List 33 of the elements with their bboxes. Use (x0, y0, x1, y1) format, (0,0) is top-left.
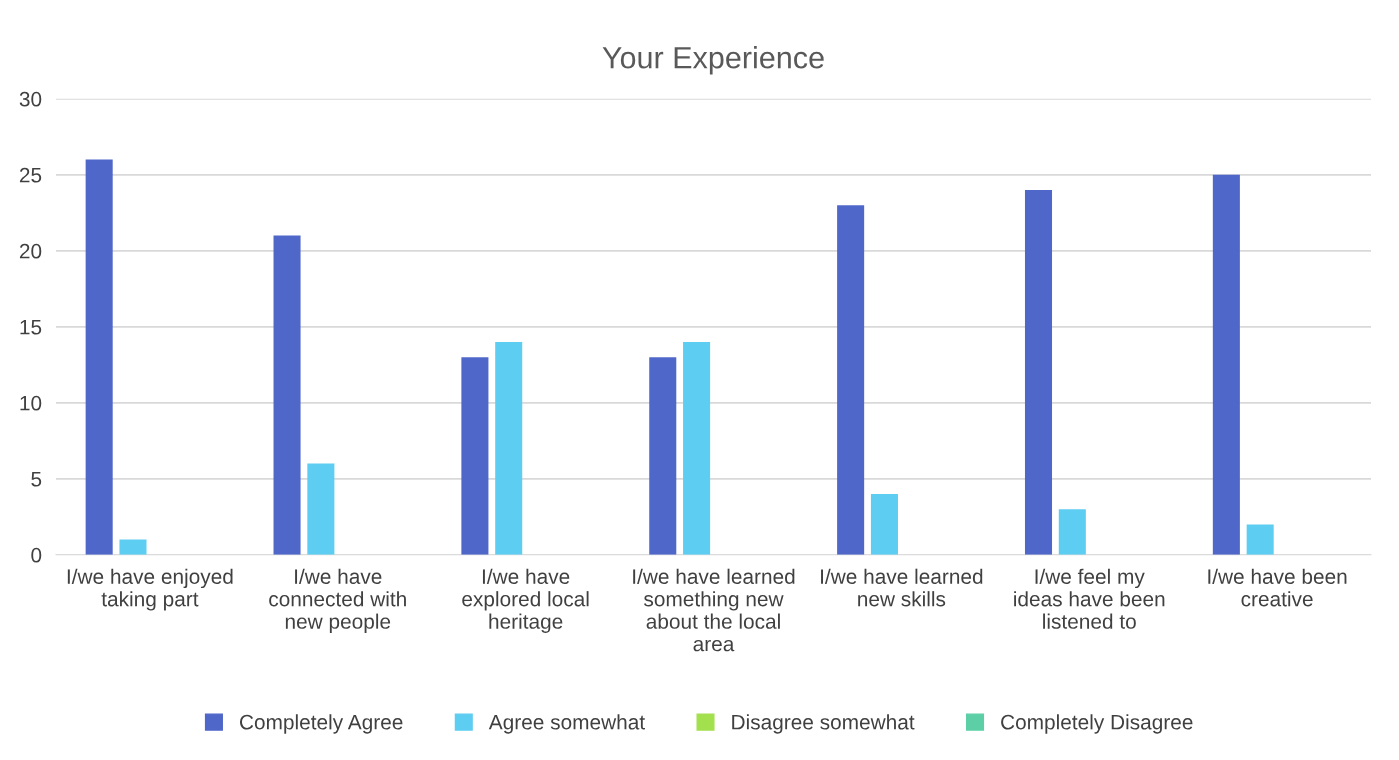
bar (1058, 509, 1086, 555)
x-tick-label: I/we have connected with new people (269, 568, 406, 633)
bar (649, 357, 677, 555)
y-tick-label: 15 (20, 320, 42, 335)
bar (307, 463, 335, 555)
bar (1212, 174, 1240, 555)
y-tick-label: 25 (19, 167, 42, 183)
y-tick-label: 30 (19, 91, 42, 107)
chart-title: Your Experience (602, 46, 824, 75)
bar (85, 159, 113, 555)
bar (273, 235, 301, 555)
y-tick-label: 0 (31, 547, 42, 563)
y-tick-label: 20 (19, 243, 42, 259)
y-tick-label: 10 (20, 395, 42, 411)
bar (495, 342, 523, 555)
bar (837, 205, 865, 555)
y-tick-label: 5 (31, 472, 42, 487)
legend-label: Completely Disagree (1001, 714, 1193, 734)
x-tick-label: I/we have learned new skills (821, 568, 983, 607)
bar (119, 539, 147, 555)
x-tick-label: I/we have learned something new about the local area (633, 568, 795, 652)
bar (1024, 190, 1053, 555)
bar (1246, 524, 1274, 555)
x-tick-label: I/we have enjoyed taking part (67, 568, 233, 611)
bar (461, 357, 489, 555)
x-tick-label: I/we have explored local heritage (462, 568, 589, 633)
x-tick-label: I/we have been creative (1208, 568, 1347, 607)
legend-label: Agree somewhat (488, 714, 645, 734)
legend-label: Disagree somewhat (732, 714, 915, 734)
legend-label: Completely Agree (239, 714, 403, 734)
x-tick-label: I/we feel my ideas have been listened to (1014, 568, 1165, 629)
bar (683, 342, 711, 555)
bar (870, 494, 898, 555)
